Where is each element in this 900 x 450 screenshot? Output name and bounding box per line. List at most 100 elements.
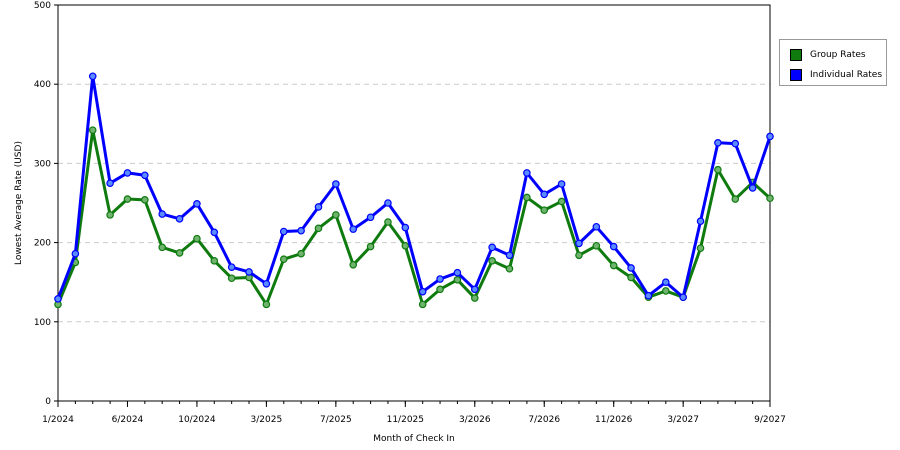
- data-point-group-rates: [314, 224, 323, 233]
- data-point-individual-rates: [696, 217, 705, 226]
- data-point-individual-rates: [662, 278, 670, 287]
- legend: Group Rates Individual Rates: [779, 39, 887, 86]
- data-point-individual-rates: [418, 287, 427, 296]
- data-point-individual-rates: [679, 293, 687, 302]
- data-point-individual-rates: [609, 242, 618, 251]
- y-axis-label: Lowest Average Rate (USD): [14, 141, 24, 265]
- data-point-individual-rates: [627, 264, 635, 272]
- data-point-group-rates: [714, 165, 722, 174]
- data-point-individual-rates: [123, 169, 132, 177]
- data-point-group-rates: [123, 195, 132, 203]
- data-point-group-rates: [262, 300, 271, 309]
- x-tick-label: 1/2024: [42, 415, 74, 425]
- data-point-individual-rates: [766, 132, 774, 141]
- data-point-group-rates: [175, 249, 184, 257]
- data-point-group-rates: [436, 285, 444, 294]
- data-point-group-rates: [627, 273, 635, 282]
- y-tick-label: 100: [34, 318, 51, 328]
- data-point-group-rates: [470, 294, 479, 302]
- legend-label-individual-rates: Individual Rates: [810, 70, 883, 80]
- data-point-group-rates: [766, 194, 774, 203]
- x-tick-label: 11/2026: [595, 415, 633, 425]
- data-point-individual-rates: [106, 179, 114, 188]
- data-point-group-rates: [193, 234, 201, 243]
- series: [54, 72, 774, 309]
- data-point-individual-rates: [748, 184, 757, 192]
- data-point-group-rates: [575, 251, 583, 260]
- y-tick-label: 400: [34, 80, 51, 90]
- data-point-group-rates: [453, 276, 462, 284]
- data-point-group-rates: [557, 197, 566, 206]
- data-point-individual-rates: [523, 169, 531, 177]
- data-point-individual-rates: [314, 203, 323, 211]
- data-point-group-rates: [609, 261, 618, 270]
- data-point-group-rates: [731, 195, 740, 203]
- data-point-individual-rates: [210, 228, 219, 237]
- legend-item-individual-rates: Individual Rates: [790, 68, 882, 82]
- data-point-group-rates: [88, 126, 97, 134]
- data-point-individual-rates: [366, 213, 375, 222]
- x-tick-label: 7/2026: [528, 415, 560, 425]
- x-tick-label: 9/2027: [754, 415, 786, 425]
- data-point-group-rates: [505, 264, 514, 273]
- x-tick-label: 3/2025: [251, 415, 283, 425]
- data-point-individual-rates: [262, 279, 271, 288]
- data-point-individual-rates: [436, 275, 444, 283]
- data-point-individual-rates: [349, 225, 358, 233]
- x-tick-label: 11/2025: [387, 415, 424, 425]
- data-point-individual-rates: [88, 72, 97, 81]
- data-point-individual-rates: [175, 215, 184, 223]
- data-point-group-rates: [540, 206, 549, 214]
- data-point-individual-rates: [644, 291, 653, 300]
- y-tick-label: 200: [34, 239, 51, 249]
- y-tick-label: 500: [34, 1, 51, 11]
- legend-swatch-individual-rates: [790, 69, 802, 81]
- data-point-individual-rates: [193, 199, 201, 208]
- data-point-individual-rates: [401, 223, 410, 232]
- x-tick-label: 3/2026: [459, 415, 491, 425]
- data-point-individual-rates: [227, 263, 236, 271]
- data-point-group-rates: [227, 274, 236, 283]
- data-point-individual-rates: [141, 171, 149, 180]
- legend-item-group-rates: Group Rates: [790, 48, 866, 62]
- legend-swatch-group-rates: [790, 49, 802, 61]
- data-point-individual-rates: [592, 222, 601, 231]
- data-point-individual-rates: [505, 251, 514, 260]
- data-point-individual-rates: [245, 268, 253, 276]
- series-line-group-rates: [56, 128, 772, 306]
- series-line-individual-rates: [56, 74, 772, 300]
- data-point-individual-rates: [731, 139, 740, 148]
- data-point-individual-rates: [297, 226, 305, 235]
- data-point-individual-rates: [384, 199, 392, 207]
- series-group-rates: [54, 126, 774, 309]
- data-point-group-rates: [592, 241, 601, 250]
- data-point-individual-rates: [714, 139, 722, 147]
- data-point-group-rates: [106, 211, 114, 219]
- series-individual-rates: [54, 72, 774, 303]
- data-point-group-rates: [401, 241, 410, 250]
- grid-lines: [58, 83, 770, 323]
- data-point-group-rates: [366, 242, 375, 251]
- plot-area-border: [57, 4, 771, 402]
- legend-label-group-rates: Group Rates: [810, 50, 866, 60]
- data-point-group-rates: [523, 193, 531, 202]
- data-point-group-rates: [662, 287, 670, 295]
- data-point-group-rates: [297, 249, 305, 258]
- data-point-individual-rates: [557, 180, 566, 188]
- data-point-group-rates: [696, 244, 705, 252]
- data-point-individual-rates: [470, 285, 479, 294]
- data-point-individual-rates: [279, 227, 288, 236]
- data-point-group-rates: [488, 257, 496, 265]
- data-point-group-rates: [158, 243, 166, 252]
- data-point-group-rates: [210, 257, 219, 265]
- data-point-individual-rates: [54, 295, 62, 303]
- data-point-individual-rates: [488, 243, 496, 252]
- data-point-group-rates: [332, 211, 340, 219]
- data-point-individual-rates: [540, 190, 549, 199]
- data-point-individual-rates: [332, 180, 340, 188]
- y-tick-label: 0: [45, 397, 51, 407]
- x-tick-label: 10/2024: [178, 415, 216, 425]
- data-point-individual-rates: [575, 239, 583, 248]
- data-point-individual-rates: [71, 249, 80, 258]
